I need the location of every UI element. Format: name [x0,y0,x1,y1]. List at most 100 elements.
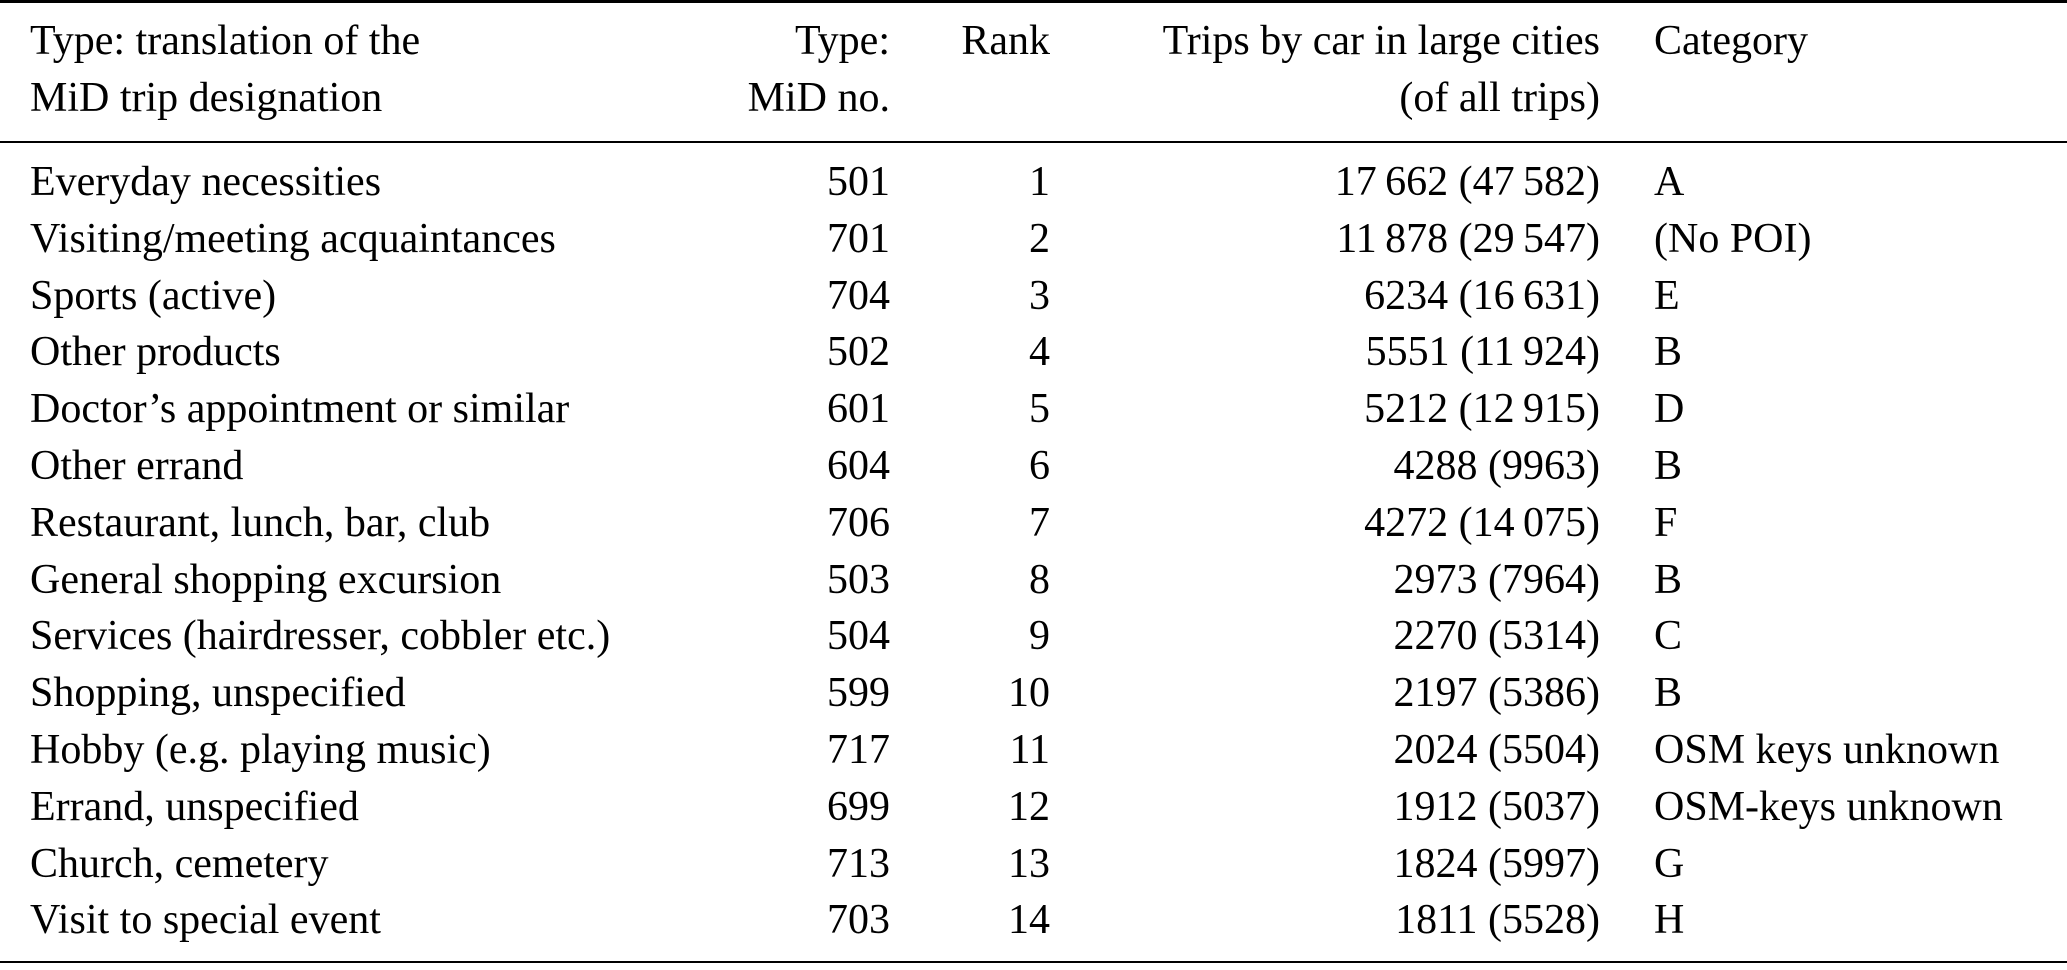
cell-designation: Visit to special event [30,897,381,944]
cell-mid-no: 699 [827,783,890,830]
header-mid-no: Type: MiD no. [720,13,890,127]
table-header-rule [0,141,2067,143]
cell-mid-no: 504 [827,613,890,660]
cell-rank: 13 [1008,840,1050,887]
cell-category: B [1654,670,1683,717]
cell-mid-no: 501 [827,159,890,205]
table-row: Other products 502 4 5551 (11 924) B [0,324,2067,381]
cell-mid-no: 502 [827,329,890,376]
cell-category: B [1654,556,1683,603]
table-row: Visiting/meeting acquaintances 701 2 11 … [0,211,2067,268]
table-header: Type: translation of the MiD trip design… [0,3,2067,141]
cell-category: (No POI) [1654,215,1812,262]
header-trips-line1: Trips by car in large cities [1162,18,1600,64]
cell-rank: 11 [1009,726,1050,773]
header-category: Category [1600,13,2067,70]
cell-designation: Hobby (e.g. playing music) [30,726,491,773]
table-row: Visit to special event 703 14 1811 (5528… [0,892,2067,949]
cell-trips: 1811 (5528) [1395,897,1600,944]
cell-rank: 1 [1029,159,1050,205]
cell-designation: Sports (active) [30,272,277,319]
cell-mid-no: 604 [827,442,890,489]
table-row: Errand, unspecified 699 12 1912 (5037) O… [0,779,2067,836]
cell-rank: 3 [1029,272,1050,319]
cell-trips: 5551 (11 924) [1365,329,1600,376]
cell-rank: 7 [1029,499,1050,546]
cell-trips: 1824 (5997) [1393,840,1600,887]
cell-designation: General shopping excursion [30,556,502,603]
cell-category: B [1654,442,1683,489]
cell-category: G [1654,840,1685,887]
header-designation-line1: Type: translation of the [30,18,421,64]
cell-trips: 2973 (7964) [1393,556,1600,603]
cell-trips: 4288 (9963) [1393,442,1600,489]
cell-mid-no: 503 [827,556,890,603]
table-top-rule [0,0,2067,3]
cell-mid-no: 701 [827,215,890,262]
cell-category: C [1654,613,1683,660]
table-row: Services (hairdresser, cobbler etc.) 504… [0,608,2067,665]
cell-trips: 1912 (5037) [1393,783,1600,830]
table-row: Doctor’s appointment or similar 601 5 52… [0,381,2067,438]
table-bottom-rule [0,961,2067,964]
cell-category: F [1654,499,1678,546]
header-mid-no-line2: MiD no. [747,75,890,121]
cell-rank: 6 [1029,442,1050,489]
cell-designation: Everyday necessities [30,159,382,205]
table-row: Sports (active) 704 3 6234 (16 631) E [0,268,2067,325]
header-trips: Trips by car in large cities (of all tri… [1050,13,1600,127]
cell-designation: Other errand [30,442,244,489]
cell-rank: 9 [1029,613,1050,660]
cell-mid-no: 706 [827,499,890,546]
cell-category: B [1654,329,1683,376]
cell-trips: 4272 (14 075) [1364,499,1600,546]
header-designation: Type: translation of the MiD trip design… [0,13,720,127]
cell-trips: 17 662 (47 582) [1334,159,1600,205]
cell-category: E [1654,272,1680,319]
table-row: Hobby (e.g. playing music) 717 11 2024 (… [0,722,2067,779]
cell-trips: 2270 (5314) [1393,613,1600,660]
table-row: Shopping, unspecified 599 10 2197 (5386)… [0,665,2067,722]
cell-mid-no: 601 [827,386,890,433]
header-mid-no-line1: Type: [794,18,890,64]
cell-designation: Errand, unspecified [30,783,359,830]
cell-designation: Restaurant, lunch, bar, club [30,499,491,546]
header-trips-line2: (of all trips) [1399,75,1600,121]
cell-designation: Church, cemetery [30,840,329,887]
cell-designation: Services (hairdresser, cobbler etc.) [30,613,611,660]
cell-designation: Other products [30,329,281,376]
header-rank-line1: Rank [961,18,1050,64]
table-row: General shopping excursion 503 8 2973 (7… [0,552,2067,609]
cell-rank: 4 [1029,329,1050,376]
header-designation-line2: MiD trip designation [30,75,383,121]
cell-designation: Shopping, unspecified [30,670,406,717]
cell-trips: 6234 (16 631) [1364,272,1600,319]
cell-rank: 12 [1008,783,1050,830]
cell-trips: 2197 (5386) [1393,670,1600,717]
cell-mid-no: 717 [827,726,890,773]
cell-trips: 2024 (5504) [1393,726,1600,773]
table-body: Everyday necessities 501 1 17 662 (47 58… [0,143,2067,961]
cell-mid-no: 704 [827,272,890,319]
cell-category: D [1654,386,1685,433]
cell-rank: 10 [1008,670,1050,717]
cell-trips: 5212 (12 915) [1364,386,1600,433]
cell-rank: 5 [1029,386,1050,433]
table-row: Church, cemetery 713 13 1824 (5997) G [0,836,2067,893]
cell-category: A [1654,159,1685,205]
table-row: Everyday necessities 501 1 17 662 (47 58… [0,154,2067,211]
cell-rank: 14 [1008,897,1050,944]
header-rank: Rank [890,13,1050,70]
cell-mid-no: 703 [827,897,890,944]
cell-mid-no: 599 [827,670,890,717]
cell-category: H [1654,897,1685,944]
cell-designation: Visiting/meeting acquaintances [30,215,556,262]
cell-category: OSM keys unknown [1654,726,2000,773]
cell-rank: 2 [1029,215,1050,262]
table-row: Restaurant, lunch, bar, club 706 7 4272 … [0,495,2067,552]
cell-mid-no: 713 [827,840,890,887]
header-category-line1: Category [1654,18,1808,64]
cell-category: OSM-keys unknown [1654,783,2003,830]
cell-designation: Doctor’s appointment or similar [30,386,570,433]
